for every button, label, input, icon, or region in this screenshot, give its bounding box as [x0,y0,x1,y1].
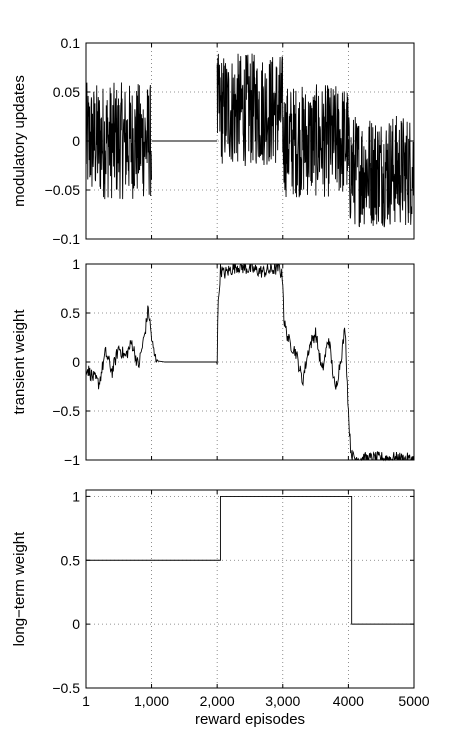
x-tick-label: 3,000 [265,693,300,709]
x-axis-label: reward episodes [195,711,305,728]
y-axis-label: modulatory updates [11,75,28,207]
series-line [85,53,415,228]
x-tick-label: 1,000 [134,693,169,709]
x-tick-label: 1 [82,693,90,709]
chart-panel-1: −0.1 −0.05 0 0.05 0.1 modulatory updates [11,35,415,247]
y-tick-label: 0.5 [61,305,81,321]
y-tick-label: 0.1 [61,35,81,51]
y-tick-label: 0.05 [53,84,80,100]
x-tick-label: 4000 [333,693,364,709]
y-tick-label: −0.05 [45,182,81,198]
chart-panel-2: −1 −0.5 0 0.5 1 transient weight [11,256,415,468]
y-tick-label: 1 [72,488,80,504]
y-axis-label: long−term weight [11,531,28,646]
y-tick-label: −0.5 [52,403,80,419]
plot-frame [85,489,415,689]
y-tick-label: −0.1 [52,231,80,247]
y-tick-label: 0.5 [61,552,81,568]
y-tick-label: 1 [72,256,80,272]
y-tick-label: 0 [72,616,80,632]
x-tick-label: 5000 [398,693,429,709]
y-axis-label: transient weight [11,309,28,415]
chart-panel-3: 1 1,000 2,000 3,000 4000 5000 −0.5 0 0.5 1 long−te… [11,488,430,728]
series-line [86,495,414,625]
y-tick-label: 0 [72,354,80,370]
x-tick-label: 2,000 [200,693,235,709]
y-tick-label: 0 [72,133,80,149]
y-tick-label: −1 [64,452,80,468]
y-tick-label: −0.5 [52,680,80,696]
